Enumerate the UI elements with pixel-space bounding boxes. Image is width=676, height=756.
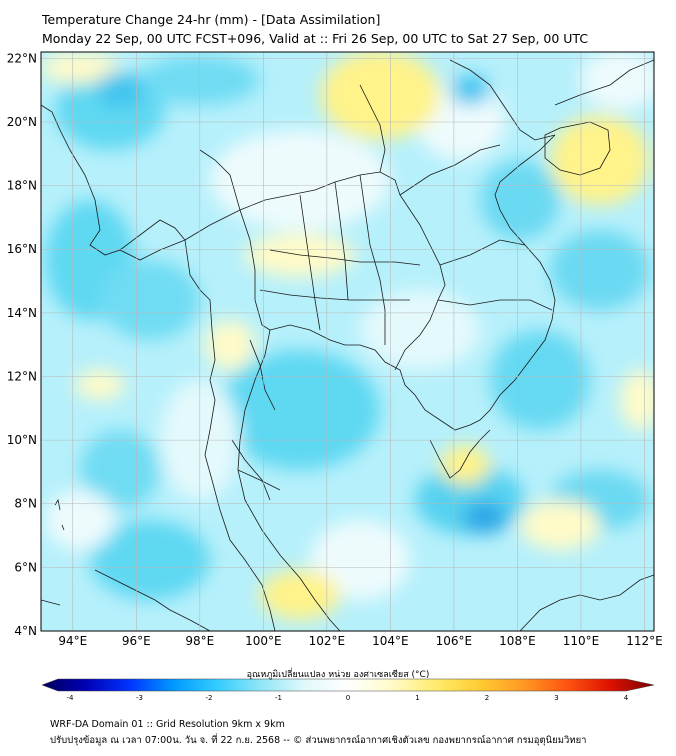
lon-tick-label: 108°E	[499, 634, 536, 648]
lon-tick-label: 102°E	[309, 634, 346, 648]
lat-tick-label: 20°N	[7, 115, 37, 129]
lat-tick-label: 22°N	[7, 51, 37, 65]
colorbar-tick-label: 0	[346, 694, 350, 700]
colorbar-tick-label: 1	[415, 694, 419, 700]
colorbar-tick-label: -1	[275, 694, 282, 700]
temperature-change-map: 22°N 20°N 18°N 16°N 14°N 12°N 10°N 8°N 6°N 4°N 94…	[7, 51, 663, 700]
map-subtitle: Monday 22 Sep, 00 UTC FCST+096, Valid at…	[42, 31, 589, 46]
lat-tick-label: 10°N	[7, 433, 37, 447]
lon-tick-label: 100°E	[245, 634, 282, 648]
lat-tick-label: 18°N	[7, 179, 37, 193]
lat-tick-label: 8°N	[14, 497, 37, 511]
field-layer	[41, 52, 654, 631]
lon-tick-label: 110°E	[563, 634, 600, 648]
colorbar-label: อุณหภูมิเปลี่ยนแปลง หน่วย องศาเซลเซียส (…	[246, 670, 430, 680]
colorbar-tick-label: 4	[624, 694, 629, 700]
colorbar-tick-label: -4	[67, 694, 75, 700]
map-frame	[40, 51, 655, 632]
lat-tick-label: 16°N	[7, 242, 37, 256]
colorbar-tick-label: 3	[554, 694, 558, 700]
lat-tick-label: 14°N	[7, 306, 37, 320]
lat-tick-label: 6°N	[14, 560, 37, 574]
lat-tick-label: 12°N	[7, 369, 37, 383]
colorbar-tick-label: -3	[136, 694, 143, 700]
colorbar: -4 -3 -2 -1 0 1 2 3 4	[41, 678, 655, 700]
colorbar-tick-label: 2	[485, 694, 489, 700]
latitude-axis: 22°N 20°N 18°N 16°N 14°N 12°N 10°N 8°N 6°N 4°N	[7, 51, 37, 638]
lon-tick-label: 106°E	[436, 634, 473, 648]
lat-tick-label: 4°N	[14, 624, 37, 638]
colorbar-body	[41, 678, 655, 692]
lon-tick-label: 104°E	[372, 634, 409, 648]
footer-line2: ปรับปรุงข้อมูล ณ เวลา 07:00น. วัน จ. ที่…	[50, 735, 587, 746]
lon-tick-label: 94°E	[58, 634, 87, 648]
footer-line1: WRF-DA Domain 01 :: Grid Resolution 9km …	[50, 719, 285, 730]
colorbar-ticks: -4 -3 -2 -1 0 1 2 3 4	[67, 694, 629, 700]
map-title: Temperature Change 24-hr (mm) - [Data As…	[42, 12, 381, 27]
colorbar-tick-label: -2	[206, 694, 213, 700]
lon-tick-label: 112°E	[626, 634, 663, 648]
lon-tick-label: 98°E	[185, 634, 214, 648]
lon-tick-label: 96°E	[122, 634, 151, 648]
longitude-axis: 94°E 96°E 98°E 100°E 102°E 104°E 106°E 108°E 110…	[58, 634, 662, 648]
